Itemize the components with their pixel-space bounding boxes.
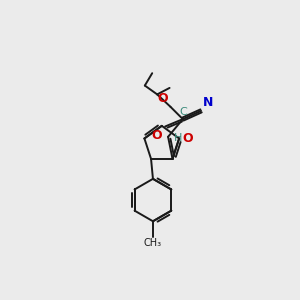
Text: O: O	[158, 92, 168, 105]
Text: N: N	[203, 96, 214, 110]
Text: O: O	[152, 129, 162, 142]
Text: O: O	[183, 132, 193, 145]
Text: CH₃: CH₃	[144, 238, 162, 248]
Text: C: C	[179, 107, 187, 117]
Text: H: H	[173, 133, 182, 143]
